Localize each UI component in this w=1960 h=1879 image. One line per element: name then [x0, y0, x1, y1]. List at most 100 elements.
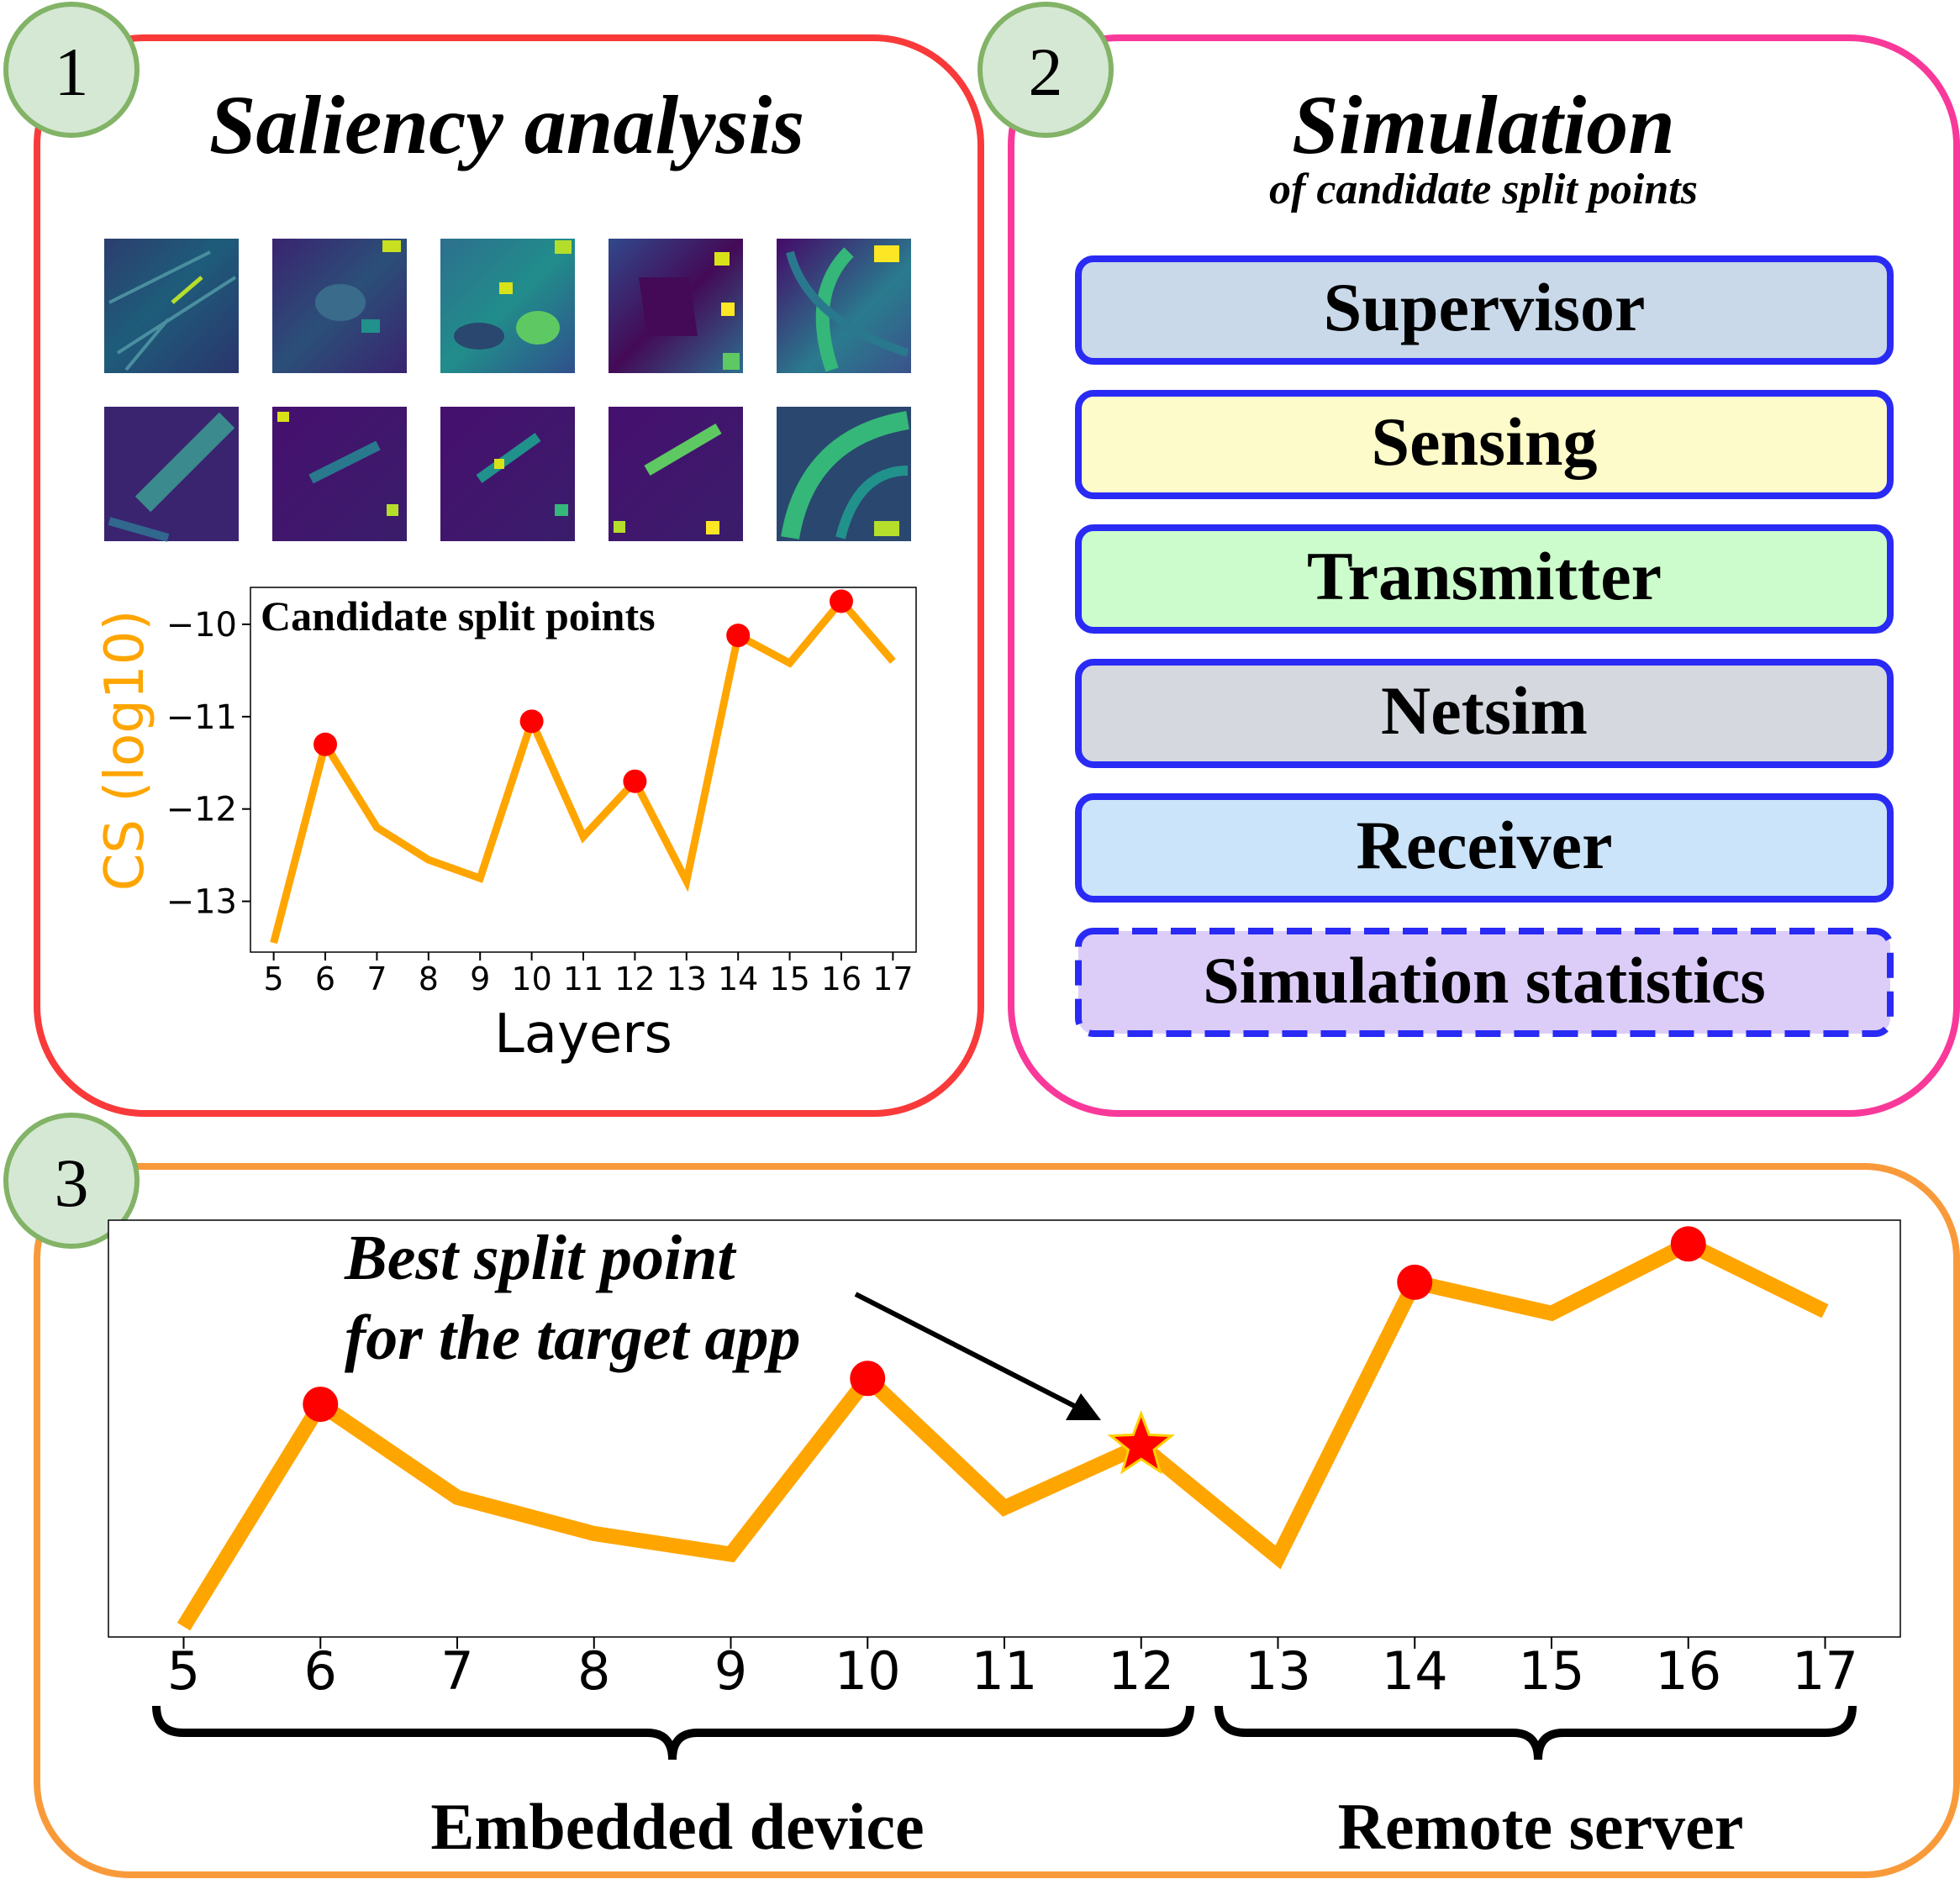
- x-tick-label: 16: [821, 961, 861, 997]
- x-tick-label: 9: [470, 961, 490, 997]
- x-tick-label: 17: [1792, 1640, 1858, 1702]
- module-label: Simulation statistics: [1203, 944, 1766, 1017]
- module-sensing: Sensing: [1075, 390, 1894, 499]
- module-supervisor: Supervisor: [1075, 255, 1894, 365]
- panel-saliency-frame: [34, 34, 984, 1117]
- saliency-map: [440, 239, 575, 373]
- panel-simulation-title: Simulation: [1292, 78, 1675, 171]
- x-axis-ticks: 5 6 7 8 9 10 11 12 13 14 15 16 17: [167, 1637, 1858, 1702]
- y-axis-ticks: −10 −11 −12 −13: [166, 606, 250, 922]
- annotation-line-1: Best split point: [344, 1223, 737, 1293]
- panel-2-badge: 2: [977, 2, 1114, 138]
- chart-series: [177, 1226, 1829, 1631]
- x-tick-label: 11: [563, 961, 603, 997]
- x-tick-label: 5: [264, 961, 284, 997]
- badge-number: 2: [1029, 34, 1063, 110]
- badge-number: 1: [55, 34, 89, 110]
- candidate-point-marker: [829, 589, 853, 613]
- x-tick-label: 10: [835, 1640, 901, 1702]
- x-tick-label: 17: [872, 961, 913, 997]
- y-tick-label: −12: [166, 791, 237, 829]
- panel-best-split-frame: [34, 1163, 1960, 1878]
- x-tick-label: 8: [419, 961, 439, 997]
- chart-plot-area: [250, 587, 917, 953]
- series-line: [270, 595, 896, 945]
- saliency-map: [609, 407, 743, 541]
- x-tick-label: 14: [718, 961, 758, 997]
- candidate-point-marker: [1397, 1264, 1433, 1300]
- embedded-device-brace: [152, 1705, 1194, 1761]
- x-tick-label: 6: [304, 1640, 337, 1702]
- badge-circle: [3, 2, 140, 138]
- saliency-map: [777, 239, 911, 373]
- badge-circle: [977, 2, 1114, 138]
- x-tick-label: 7: [440, 1640, 473, 1702]
- module-transmitter: Transmitter: [1075, 524, 1894, 634]
- embedded-device-label: Embedded device: [430, 1790, 924, 1863]
- x-tick-label: 6: [315, 961, 335, 997]
- x-tick-label: 5: [167, 1640, 200, 1702]
- x-tick-label: 12: [1108, 1640, 1174, 1702]
- panel-saliency-title: Saliency analysis: [209, 78, 804, 171]
- series-line: [177, 1235, 1829, 1631]
- x-tick-label: 16: [1655, 1640, 1721, 1702]
- y-tick-label: −10: [166, 606, 237, 645]
- best-split-chart: 5 6 7 8 9 10 11 12 13 14 15 16 17: [108, 1219, 1901, 1702]
- x-tick-label: 15: [769, 961, 809, 997]
- simulation-module-stack: Supervisor Sensing Transmitter Netsim Re…: [1075, 255, 1894, 1037]
- saliency-map: [272, 239, 407, 373]
- x-tick-label: 7: [366, 961, 387, 997]
- saliency-map: [272, 407, 407, 541]
- best-split-star-icon: [1107, 1410, 1175, 1475]
- module-label: Supervisor: [1324, 269, 1646, 345]
- candidate-point-marker: [726, 624, 751, 648]
- saliency-map: [104, 239, 239, 373]
- saliency-map: [104, 407, 239, 542]
- x-tick-label: 13: [1245, 1640, 1311, 1702]
- candidate-point-marker: [313, 732, 338, 756]
- y-tick-label: −13: [166, 883, 237, 922]
- remote-server-brace: [1214, 1705, 1857, 1761]
- annotation-arrow: [854, 1292, 1101, 1420]
- remote-server-label: Remote server: [1338, 1790, 1744, 1863]
- candidate-point-marker: [623, 769, 647, 793]
- module-label: Receiver: [1357, 807, 1613, 883]
- panel-3-badge: 3: [3, 1113, 140, 1249]
- x-tick-label: 9: [714, 1640, 747, 1702]
- x-tick-label: 11: [972, 1640, 1038, 1702]
- x-tick-label: 15: [1519, 1640, 1585, 1702]
- x-tick-label: 14: [1382, 1640, 1448, 1702]
- y-tick-label: −11: [166, 698, 237, 737]
- panel-1-badge: 1: [3, 2, 140, 138]
- module-netsim: Netsim: [1075, 659, 1894, 768]
- x-tick-label: 10: [511, 961, 551, 997]
- x-axis-label: Layers: [494, 1003, 672, 1066]
- y-axis-label: CS (log10): [94, 610, 156, 892]
- candidate-point-marker: [850, 1361, 886, 1397]
- module-label: Netsim: [1381, 672, 1588, 749]
- saliency-map: [609, 239, 743, 373]
- panel-simulation-frame: [1008, 34, 1960, 1117]
- candidate-point-marker: [1670, 1226, 1706, 1262]
- saliency-map-grid: [104, 239, 911, 542]
- saliency-map: [777, 407, 911, 541]
- x-tick-label: 13: [667, 961, 707, 997]
- badge-number: 3: [55, 1145, 89, 1221]
- module-simulation-statistics: Simulation statistics: [1075, 928, 1894, 1037]
- badge-circle: [3, 1113, 140, 1249]
- x-tick-label: 8: [577, 1640, 610, 1702]
- chart-title: Candidate split points: [261, 592, 656, 639]
- module-receiver: Receiver: [1075, 793, 1894, 903]
- chart-series: [270, 589, 896, 945]
- panel-simulation-subtitle: of candidate split points: [1269, 166, 1698, 213]
- module-label: Transmitter: [1307, 538, 1662, 614]
- x-axis-ticks: 5 6 7 8 9 10 11 12 13 14 15 16 17: [264, 952, 914, 997]
- annotation-line-2: for the target app: [345, 1303, 801, 1373]
- x-tick-label: 12: [614, 961, 655, 997]
- module-label: Sensing: [1372, 403, 1598, 480]
- candidate-point-marker: [519, 709, 544, 734]
- candidate-point-marker: [303, 1387, 339, 1423]
- saliency-map: [440, 407, 575, 541]
